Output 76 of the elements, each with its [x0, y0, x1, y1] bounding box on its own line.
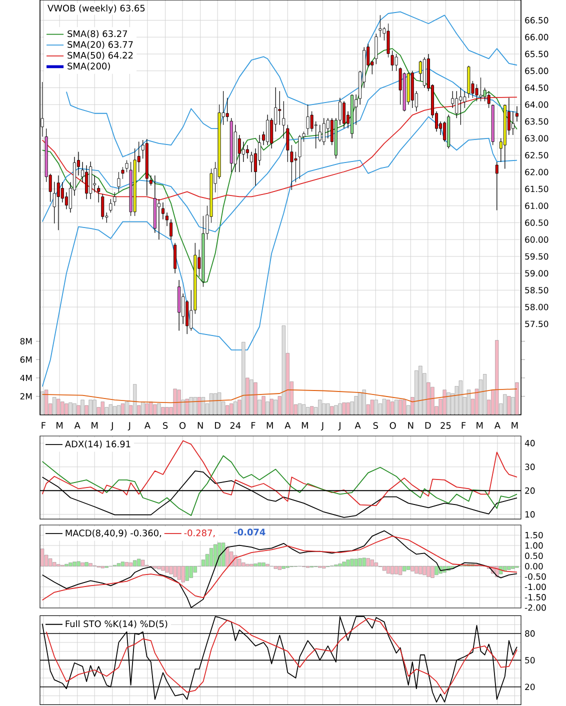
y-tick-label: 8M: [20, 338, 32, 344]
y-tick-label: 64.50: [525, 84, 548, 91]
x-tick-label: M: [476, 422, 483, 429]
x-tick-label: S: [373, 422, 378, 429]
y-tick-label: -1.50: [524, 594, 546, 600]
x-tick-label: F: [252, 422, 256, 429]
legend-label: SMA(50) 64.22: [68, 52, 133, 60]
y-tick-label: 2M: [20, 393, 32, 400]
x-tick-label: D: [425, 422, 431, 429]
y-tick-label: 4M: [20, 374, 32, 382]
x-tick-label: A: [354, 422, 361, 429]
y-tick-label: 63.00: [525, 135, 548, 142]
y-tick-label: 1.00: [525, 542, 543, 549]
y-tick-label: 6M: [20, 356, 32, 363]
y-tick-label: -0.50: [524, 573, 546, 580]
x-tick-label: M: [266, 422, 273, 429]
y-tick-label: 50: [525, 657, 535, 664]
x-tick-label: M: [56, 422, 63, 429]
x-tick-label: J: [110, 422, 113, 430]
x-tick-label: F: [462, 422, 466, 429]
legend-label: SMA(20) 63.77: [68, 40, 133, 49]
x-tick-label: N: [198, 422, 203, 429]
y-tick-label: 60.00: [525, 236, 548, 243]
y-tick-label: 64.00: [525, 101, 548, 108]
x-tick-label: J: [320, 422, 324, 430]
chart-title: VWOB (weekly) 63.65: [48, 4, 145, 14]
x-tick-label: M: [512, 422, 518, 429]
y-tick-label: 58.50: [525, 286, 548, 294]
x-tick-label: 24: [230, 422, 241, 429]
y-tick-label: 30: [525, 464, 535, 470]
y-tick-label: 57.50: [525, 320, 548, 328]
x-tick-label: O: [390, 422, 396, 429]
y-tick-label: 62.50: [525, 152, 548, 158]
y-tick-label: 0.50: [525, 552, 543, 560]
y-tick-label: 62.00: [525, 168, 548, 176]
y-tick-label: 0.00: [525, 563, 543, 570]
x-tick-label: A: [144, 422, 150, 429]
x-tick-label: N: [408, 422, 414, 429]
y-tick-label: 65.00: [525, 68, 548, 74]
y-tick-label: 20: [525, 684, 535, 690]
legend-label: ADX(14) 16.91: [65, 440, 130, 448]
y-tick-label: -2.00: [524, 604, 546, 611]
x-tick-label: 25: [440, 422, 451, 429]
x-tick-label: A: [284, 422, 291, 429]
y-tick-label: 20: [525, 487, 535, 494]
y-tick-label: 10: [525, 511, 535, 518]
x-tick-label: A: [74, 422, 80, 429]
x-tick-label: M: [92, 422, 98, 429]
y-tick-label: 63.50: [525, 118, 548, 125]
y-tick-label: 40: [524, 440, 535, 446]
y-tick-label: 66.50: [525, 17, 548, 24]
y-tick-label: 58.00: [525, 304, 548, 310]
x-tick-label: M: [302, 422, 308, 429]
y-tick-label: 61.00: [525, 202, 548, 210]
x-tick-label: A: [494, 422, 500, 429]
x-tick-label: D: [214, 422, 220, 429]
y-tick-label: 59.00: [525, 270, 548, 277]
x-tick-label: F: [42, 422, 46, 429]
y-tick-label: -1.00: [524, 584, 546, 590]
x-tick-label: J: [338, 422, 340, 430]
legend-label: SMA(8) 63.27: [68, 30, 128, 38]
legend-label: -0.287,: [184, 530, 215, 538]
x-tick-label: O: [179, 422, 186, 429]
y-tick-label: 1.50: [525, 532, 543, 538]
y-tick-label: 66.00: [525, 34, 548, 40]
y-tick-label: 61.50: [525, 186, 548, 192]
x-tick-label: S: [163, 422, 168, 429]
y-tick-label: 59.50: [525, 253, 548, 260]
y-tick-label: 60.50: [525, 219, 548, 226]
legend-label: Full STO %K(14) %D(5): [66, 620, 168, 628]
legend-label: SMA(200): [68, 62, 110, 71]
legend-label: MACD(8,40,9) -0.360,: [66, 529, 162, 538]
y-tick-label: 65.50: [525, 50, 548, 58]
y-tick-label: 80: [525, 630, 535, 637]
x-tick-label: J: [128, 422, 130, 430]
annotation: -0.074: [234, 528, 266, 536]
